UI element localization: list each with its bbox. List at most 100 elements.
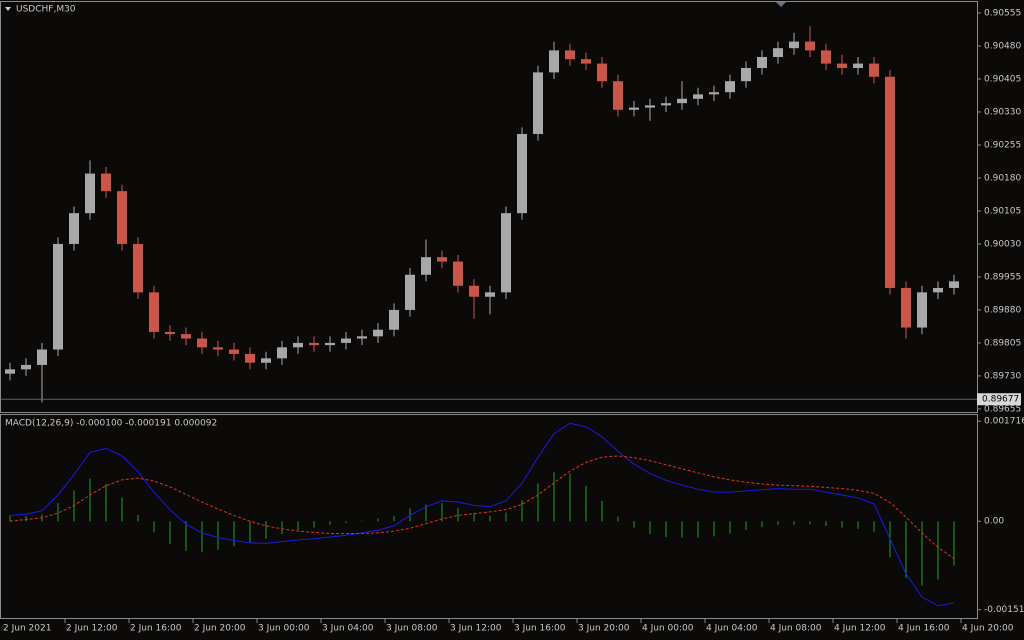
y-tick-label: 0.90105 — [984, 206, 1021, 216]
candle-body — [853, 63, 863, 68]
candle-body — [709, 92, 719, 95]
candle-body — [437, 257, 447, 262]
candle-body — [277, 347, 287, 359]
x-tick-label: 3 Jun 08:00 — [386, 624, 438, 634]
y-tick-label: 0.90405 — [984, 74, 1021, 84]
y-tick-label: 0.90030 — [984, 239, 1021, 249]
candle-body — [357, 336, 367, 339]
candle-body — [389, 309, 399, 330]
candle-body — [693, 94, 703, 99]
chart-title: USDCHF,M30 — [16, 5, 76, 15]
candle-body — [325, 342, 335, 346]
candle-body — [373, 329, 383, 337]
candle-body — [421, 257, 431, 275]
y-tick-label: 0.89880 — [984, 305, 1021, 315]
candle-body — [405, 274, 415, 310]
candle-body — [725, 81, 735, 93]
candle-body — [645, 105, 655, 108]
candle-body — [613, 81, 623, 110]
candle-body — [197, 338, 207, 348]
candle-body — [885, 76, 895, 288]
candle-body — [565, 50, 575, 60]
x-tick-label: 3 Jun 20:00 — [578, 624, 630, 634]
candle-body — [293, 342, 303, 348]
macd-title: MACD(12,26,9) -0.000100 -0.000191 0.0000… — [5, 419, 217, 429]
y-tick-label: 0.90180 — [984, 173, 1021, 183]
candle-body — [789, 41, 799, 49]
candle-body — [21, 364, 31, 370]
candle-body — [469, 285, 479, 297]
y-tick-label: 0.89955 — [984, 272, 1021, 282]
candle-body — [837, 63, 847, 68]
candle-body — [69, 213, 79, 244]
x-tick-label: 4 Jun 00:00 — [642, 624, 694, 634]
shift-marker — [776, 2, 786, 7]
candle-body — [101, 173, 111, 192]
candle-body — [773, 48, 783, 57]
current-price-box — [977, 393, 1021, 406]
x-tick-label: 3 Jun 12:00 — [450, 624, 502, 634]
candle-body — [917, 292, 927, 328]
candle-body — [757, 56, 767, 68]
signal-line — [9, 455, 955, 559]
candle-body — [933, 287, 943, 293]
candle-body — [869, 63, 879, 77]
current-price-label: 0.89677 — [982, 395, 1019, 405]
candle-body — [245, 353, 255, 363]
candle-body — [485, 292, 495, 297]
x-tick-label: 3 Jun 00:00 — [258, 624, 310, 634]
candle-body — [661, 103, 671, 106]
x-tick-label: 2 Jun 16:00 — [130, 624, 182, 634]
candle-body — [741, 67, 751, 82]
x-tick-label: 4 Jun 12:00 — [834, 624, 886, 634]
candle-body — [629, 107, 639, 110]
candle-body — [549, 50, 559, 73]
candle-body — [85, 173, 95, 214]
candle-body — [341, 338, 351, 343]
candle-body — [533, 72, 543, 134]
x-tick-label: 2 Jun 12:00 — [66, 624, 118, 634]
y-tick-label: 0.89805 — [984, 338, 1021, 348]
candle-body — [949, 281, 959, 288]
candle-body — [149, 292, 159, 332]
candle-body — [901, 287, 911, 328]
candle-body — [5, 369, 15, 374]
candle-body — [597, 63, 607, 82]
y-tick-label: 0.90480 — [984, 41, 1021, 51]
candle-body — [805, 41, 815, 51]
candle-body — [309, 342, 319, 346]
candle-body — [677, 98, 687, 104]
x-tick-label: 2 Jun 20:00 — [194, 624, 246, 634]
candle-body — [501, 213, 511, 293]
symbol-menu-arrow[interactable] — [5, 7, 11, 11]
y-tick-label: 0.89655 — [984, 404, 1021, 414]
x-tick-label: 2 Jun 2021 — [3, 624, 51, 634]
candle-body — [133, 243, 143, 293]
candle-body — [165, 331, 175, 335]
candle-body — [581, 59, 591, 64]
price-frame — [0, 1, 978, 413]
candle-body — [453, 261, 463, 286]
y-tick-label: 0.00 — [984, 517, 1004, 527]
x-tick-label: 4 Jun 16:00 — [898, 624, 950, 634]
y-tick-label: -0.001518 — [984, 605, 1024, 615]
x-tick-label: 4 Jun 04:00 — [706, 624, 758, 634]
candle-body — [261, 358, 271, 363]
x-tick-label: 3 Jun 16:00 — [514, 624, 566, 634]
candle-body — [821, 50, 831, 64]
y-tick-label: 0.90555 — [984, 8, 1021, 18]
x-tick-label: 3 Jun 04:00 — [322, 624, 374, 634]
candle-body — [181, 334, 191, 339]
candle-body — [229, 349, 239, 354]
candle-body — [37, 349, 47, 365]
macd-line — [9, 422, 955, 607]
candle-body — [517, 133, 527, 214]
y-tick-label: 0.89730 — [984, 371, 1021, 381]
y-tick-label: 0.90255 — [984, 140, 1021, 150]
candle-body — [53, 243, 63, 350]
candle-body — [117, 191, 127, 244]
y-tick-label: 0.001716 — [984, 417, 1024, 427]
y-tick-label: 0.90330 — [984, 107, 1021, 117]
